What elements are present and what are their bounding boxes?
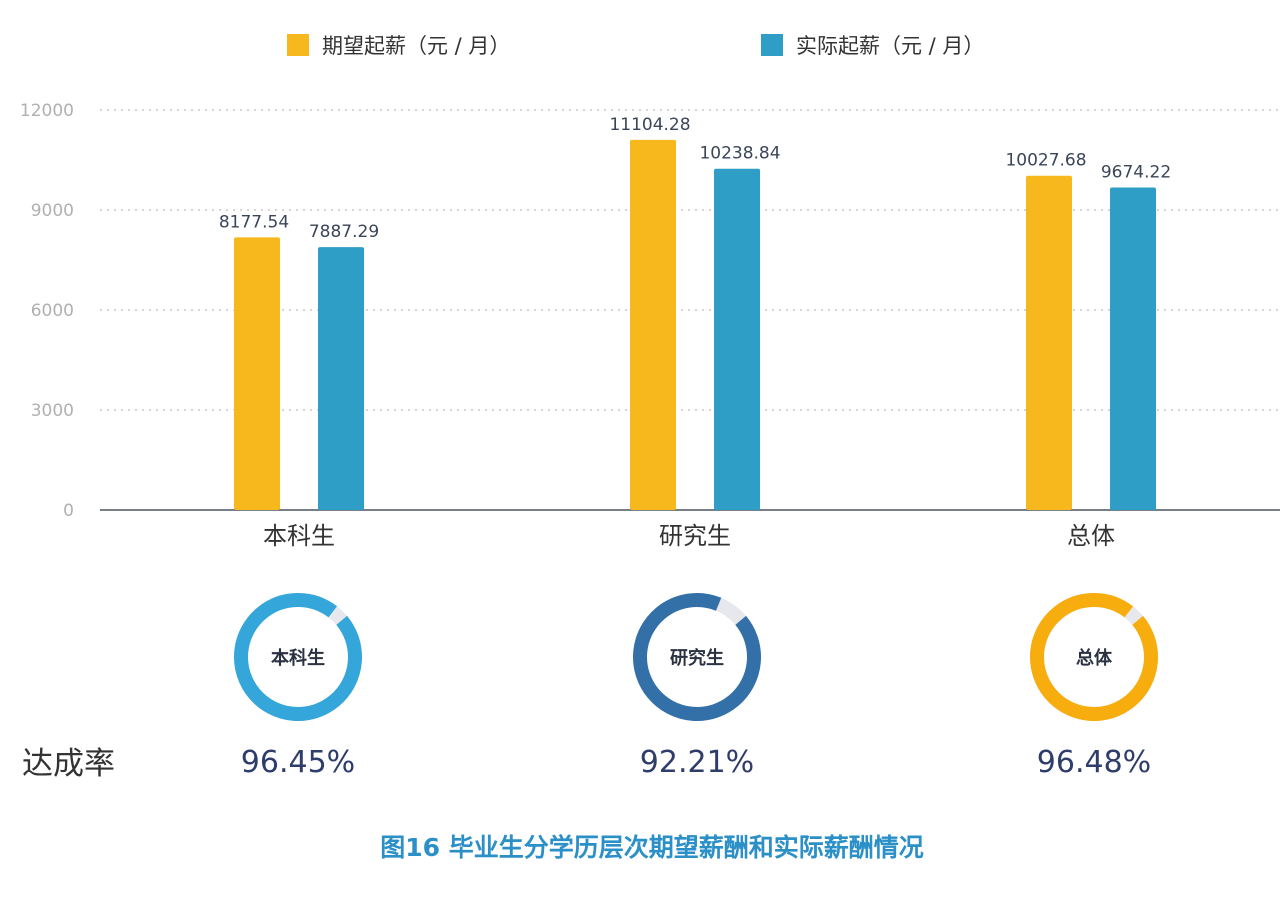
value-label: 7887.29 [309, 222, 379, 242]
value-label: 8177.54 [219, 212, 289, 232]
legend-label-actual: 实际起薪（元 / 月） [796, 34, 984, 58]
legend-label-expected: 期望起薪（元 / 月） [322, 34, 510, 58]
bar-expected-1 [630, 139, 676, 510]
achievement-title: 达成率 [22, 746, 115, 782]
achievement-rate: 96.45% [241, 745, 355, 780]
ring-label: 研究生 [670, 647, 724, 669]
value-label: 10027.68 [1005, 151, 1086, 171]
bar-actual-2 [1110, 187, 1156, 510]
ring-progress [234, 593, 362, 721]
y-tick-label: 3000 [31, 401, 74, 421]
value-label: 9674.22 [1101, 163, 1171, 183]
achievement-rings: 本科生 96.45% 研究生 92.21% 总体 96.48% [234, 593, 1158, 780]
x-tick-label: 本科生 [263, 522, 335, 550]
bar-actual-0 [318, 247, 364, 510]
y-tick-label: 0 [63, 501, 74, 521]
bars [234, 139, 1156, 511]
value-labels: 8177.54 7887.29 11104.28 10238.84 10027.68 96… [219, 115, 1171, 242]
y-tick-label: 6000 [31, 301, 74, 321]
x-tick-label: 总体 [1067, 522, 1115, 550]
y-tick-label: 9000 [31, 201, 74, 221]
value-label: 11104.28 [609, 115, 690, 135]
x-axis: 本科生 研究生 总体 [263, 522, 1115, 550]
legend-swatch-expected [287, 34, 309, 56]
ring-label: 本科生 [271, 647, 325, 669]
grid-lines [100, 109, 1280, 411]
x-tick-label: 研究生 [659, 522, 731, 550]
ring-progress [633, 593, 761, 721]
achievement-rate: 92.21% [640, 745, 754, 780]
bar-expected-2 [1026, 175, 1072, 510]
achievement-rate: 96.48% [1037, 745, 1151, 780]
y-axis: 0 3000 6000 9000 12000 [20, 101, 74, 521]
legend: 期望起薪（元 / 月） 实际起薪（元 / 月） [287, 34, 984, 58]
value-label: 10238.84 [699, 144, 780, 164]
legend-swatch-actual [761, 34, 783, 56]
bar-actual-1 [714, 168, 760, 511]
ring-label: 总体 [1076, 647, 1113, 669]
ring-progress [1030, 593, 1158, 721]
figure-caption: 图16 毕业生分学历层次期望薪酬和实际薪酬情况 [380, 833, 924, 862]
y-tick-label: 12000 [20, 101, 74, 121]
bar-expected-0 [234, 237, 280, 510]
